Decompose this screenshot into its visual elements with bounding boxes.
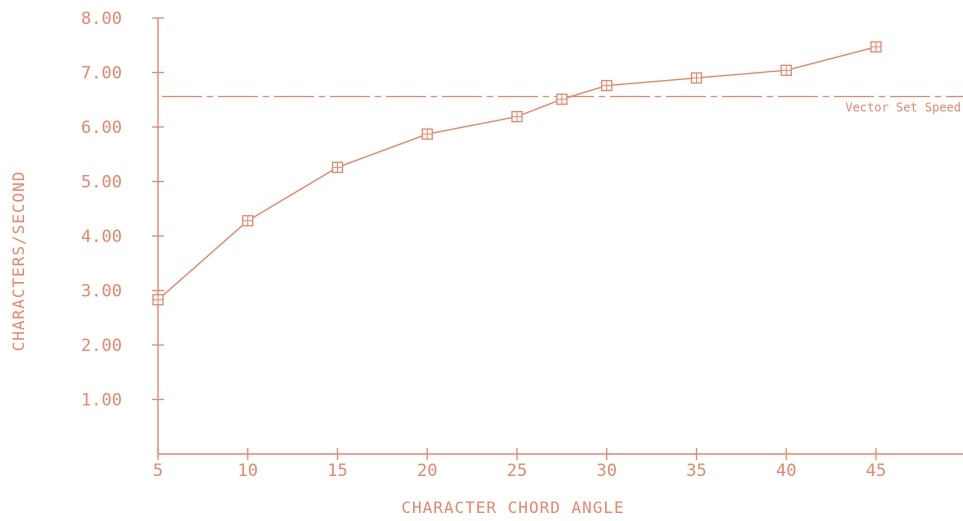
data-point-marker (421, 128, 433, 140)
x-axis-title: CHARACTER CHORD ANGLE (401, 498, 624, 517)
x-tick-label: 25 (507, 461, 527, 481)
series-lines (157, 46, 877, 301)
x-tick-label: 45 (866, 461, 886, 481)
y-axis-title: CHARACTERS/SECOND (9, 171, 28, 352)
data-point-marker (242, 215, 254, 227)
y-tick-label: 1.00 (81, 391, 122, 411)
y-axis: 1.00 2.00 3.00 4.00 5.00 6.00 7.00 8.00 (81, 9, 164, 454)
y-tick-label: 8.00 (81, 9, 122, 29)
reference-line-label: Vector Set Speed (845, 100, 961, 114)
data-point-marker (601, 79, 613, 92)
data-point-marker (331, 161, 344, 173)
data-point-marker (152, 294, 164, 306)
y-tick-label: 2.00 (81, 336, 122, 356)
x-tick-label: 30 (597, 461, 617, 481)
data-markers (152, 41, 882, 306)
data-point-marker (511, 110, 523, 123)
x-tick-label: 10 (238, 461, 258, 481)
y-tick-label: 3.00 (81, 282, 122, 302)
y-tick-label: 4.00 (81, 227, 122, 247)
series-line (157, 46, 877, 301)
y-tick-label: 5.00 (81, 173, 122, 193)
data-point-marker (556, 93, 568, 105)
x-tick-label: 35 (686, 461, 706, 481)
x-axis: 5 10 15 20 25 30 35 40 45 (153, 448, 963, 481)
x-tick-label: 15 (327, 461, 347, 481)
data-point-marker (690, 72, 703, 84)
y-tick-label: 6.00 (81, 118, 122, 138)
x-tick-label: 20 (417, 461, 437, 481)
y-tick-label: 7.00 (81, 64, 122, 84)
data-point-marker (870, 41, 882, 53)
data-point-marker (780, 64, 792, 76)
x-tick-label: 5 (153, 461, 163, 481)
x-tick-label: 40 (776, 461, 796, 481)
